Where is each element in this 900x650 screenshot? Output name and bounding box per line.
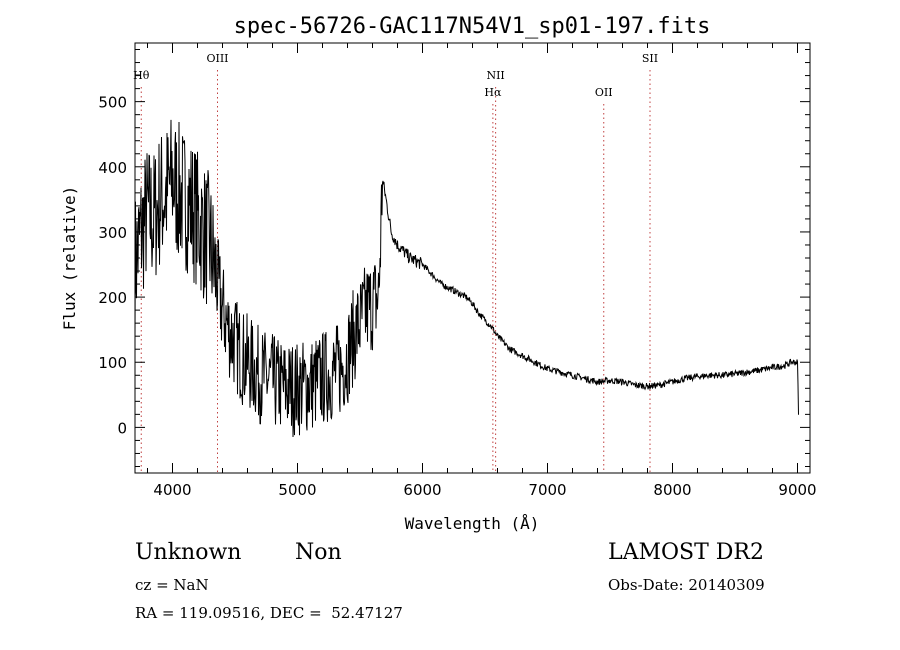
x-tick-label: 9000: [778, 481, 816, 499]
survey-name: LAMOST DR2: [608, 540, 764, 565]
y-tick-label: 500: [98, 94, 127, 112]
chart-title: spec-56726-GAC117N54V1_sp01-197.fits: [234, 14, 711, 39]
plot-frame: [134, 42, 811, 474]
x-tick-label: 6000: [403, 481, 441, 499]
y-tick-label: 0: [117, 419, 127, 437]
emission-line-label-0: Hθ: [133, 69, 150, 82]
y-tick-label: 300: [98, 224, 127, 242]
observation-date: Obs-Date: 20140309: [608, 576, 765, 594]
x-tick-label: 5000: [278, 481, 316, 499]
x-tick-label: 8000: [653, 481, 691, 499]
y-axis-label: Flux (relative): [60, 186, 79, 331]
emission-line-label-4: OII: [595, 86, 613, 99]
x-tick-label: 4000: [153, 481, 191, 499]
redshift-readout: cz = NaN: [135, 576, 209, 594]
y-tick-label: 400: [98, 159, 127, 177]
y-tick-label: 200: [98, 289, 127, 307]
x-tick-label: 7000: [528, 481, 566, 499]
emission-line-label-2: NII: [486, 69, 504, 82]
emission-line-label-1: OIII: [206, 52, 228, 65]
spectral-class: Unknown: [135, 540, 242, 565]
x-axis-label: Wavelength (Å): [405, 514, 540, 533]
y-tick-label: 100: [98, 354, 127, 372]
emission-line-label-5: SII: [642, 52, 658, 65]
spectral-subclass: Non: [295, 540, 342, 565]
spectrum-line: [134, 119, 799, 438]
coordinates-readout: RA = 119.09516, DEC = 52.47127: [135, 604, 403, 622]
emission-line-label-3: Hα: [484, 86, 502, 99]
